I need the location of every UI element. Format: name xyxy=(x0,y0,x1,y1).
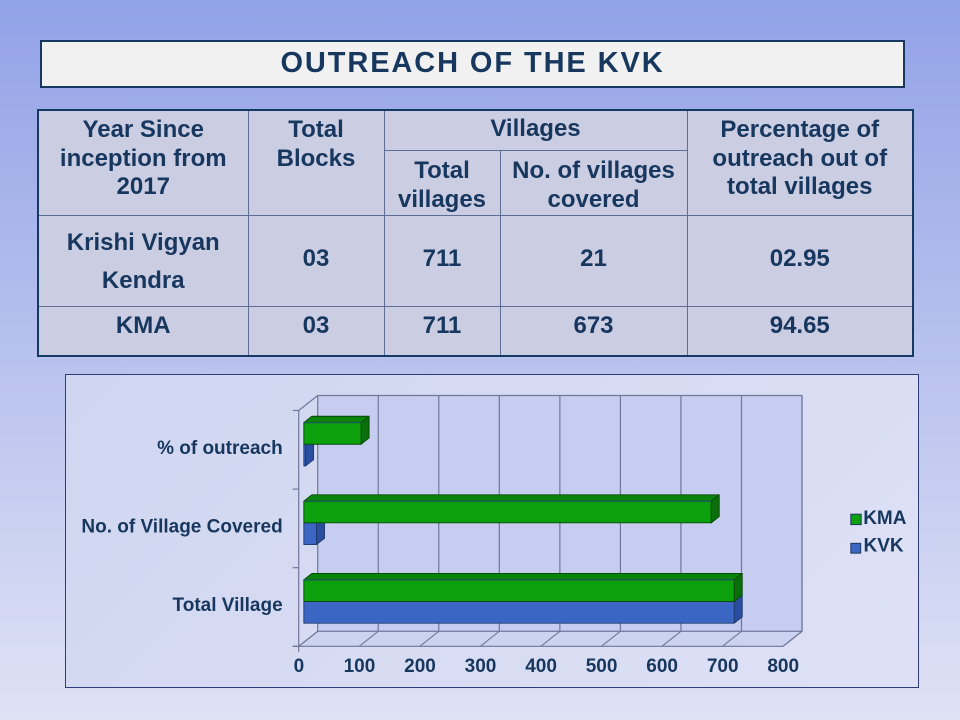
svg-text:600: 600 xyxy=(646,656,678,677)
svg-text:KMA: KMA xyxy=(863,507,907,528)
svg-text:400: 400 xyxy=(525,656,557,677)
svg-text:800: 800 xyxy=(767,656,799,677)
svg-text:300: 300 xyxy=(465,656,497,677)
svg-text:500: 500 xyxy=(586,656,618,677)
svg-text:Total Village: Total Village xyxy=(173,595,283,616)
svg-text:200: 200 xyxy=(404,656,436,677)
svg-text:700: 700 xyxy=(707,656,739,677)
svg-text:No. of Village Covered: No. of Village Covered xyxy=(81,516,282,537)
svg-text:100: 100 xyxy=(344,656,376,677)
svg-text:% of outreach: % of outreach xyxy=(157,437,283,458)
svg-text:KVK: KVK xyxy=(864,535,904,556)
svg-text:0: 0 xyxy=(294,656,305,677)
